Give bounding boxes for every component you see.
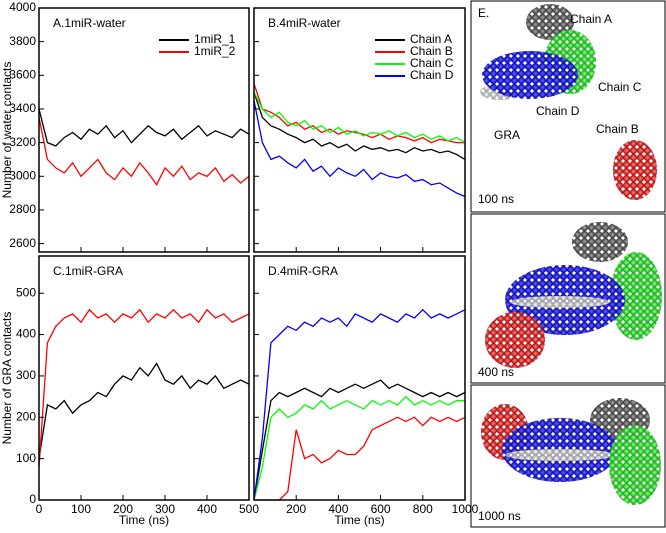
molecule	[610, 252, 662, 340]
molecule	[510, 296, 610, 308]
panel-title: E.	[478, 6, 489, 20]
plot-frame	[38, 255, 250, 501]
y-tick-label: 3000	[9, 168, 36, 182]
molecule	[485, 312, 545, 368]
x-tick-label: 1000	[452, 502, 479, 516]
molecule	[609, 425, 661, 505]
panel-title: B.4miR-water	[268, 16, 341, 30]
x-tick-label: 400	[197, 502, 217, 516]
x-tick-label: 200	[286, 502, 306, 516]
x-axis-label: Time (ns)	[119, 513, 169, 527]
frame-label: 100 ns	[478, 192, 514, 206]
panel-title: A.1miR-water	[53, 16, 126, 30]
label: Chain D	[536, 104, 580, 118]
x-tick-label: 800	[413, 502, 433, 516]
y-tick-label: 300	[16, 368, 36, 382]
frame-box	[470, 384, 666, 528]
series-line	[253, 91, 466, 160]
y-tick-label: 2600	[9, 236, 36, 250]
y-tick-label: 2800	[9, 202, 36, 216]
plot-frame	[253, 255, 466, 501]
y-axis-label: Number of GRA contacts	[0, 312, 14, 445]
frame-label: 400 ns	[478, 365, 514, 379]
legend-label: 1miR_2	[194, 44, 236, 58]
frame-box	[470, 213, 666, 384]
x-axis-label: Time (ns)	[334, 513, 384, 527]
label: Chain B	[596, 122, 639, 136]
molecule	[526, 4, 574, 40]
y-tick-label: 3600	[9, 67, 36, 81]
label: Chain C	[598, 80, 642, 94]
series-line	[253, 395, 465, 501]
y-tick-label: 3800	[9, 34, 36, 48]
x-tick-label: 0	[36, 502, 43, 516]
series-line	[253, 100, 466, 198]
x-tick-label: 600	[371, 502, 391, 516]
molecule	[505, 449, 615, 461]
panel-title: C.1miR-GRA	[53, 264, 123, 278]
y-tick-label: 500	[16, 285, 36, 299]
legend-label: Chain C	[410, 56, 454, 70]
series-line	[38, 108, 250, 147]
y-tick-label: 200	[16, 409, 36, 423]
label: GRA	[494, 128, 520, 142]
legend-label: 1miR_1	[194, 32, 236, 46]
panel-e: E. Chain A Chain C GRA Chain D Chain B 1…	[470, 0, 666, 528]
legend-label: Chain D	[410, 68, 454, 82]
series-line	[253, 308, 466, 501]
x-tick-label: 300	[155, 502, 175, 516]
y-tick-label: 400	[16, 327, 36, 341]
y-axis-label: Number of water contacts	[0, 62, 14, 199]
y-tick-label: 3400	[9, 101, 36, 115]
x-tick-label: 200	[113, 502, 133, 516]
y-tick-label: 100	[16, 451, 36, 465]
series-line	[38, 308, 250, 467]
molecule	[572, 222, 628, 262]
series-line	[38, 117, 250, 186]
legend-label: Chain A	[410, 32, 452, 46]
panel-title: D.4miR-GRA	[268, 264, 338, 278]
x-tick-label: 100	[71, 502, 91, 516]
y-tick-label: 3200	[9, 135, 36, 149]
label: Chain A	[570, 12, 612, 26]
legend-label: Chain B	[410, 44, 453, 58]
plot-frame	[38, 7, 250, 253]
series-line	[253, 379, 466, 501]
x-tick-label: 400	[328, 502, 348, 516]
series-line	[254, 416, 466, 501]
molecule	[613, 140, 657, 200]
y-tick-label: 0	[29, 492, 36, 506]
series-line	[38, 362, 250, 459]
frame-label: 1000 ns	[478, 509, 521, 523]
frame-box	[470, 0, 666, 213]
series-line	[253, 91, 466, 144]
y-tick-label: 4000	[9, 0, 36, 14]
x-tick-label: 500	[239, 502, 259, 516]
molecule	[482, 51, 578, 99]
plot-frame	[253, 7, 466, 253]
